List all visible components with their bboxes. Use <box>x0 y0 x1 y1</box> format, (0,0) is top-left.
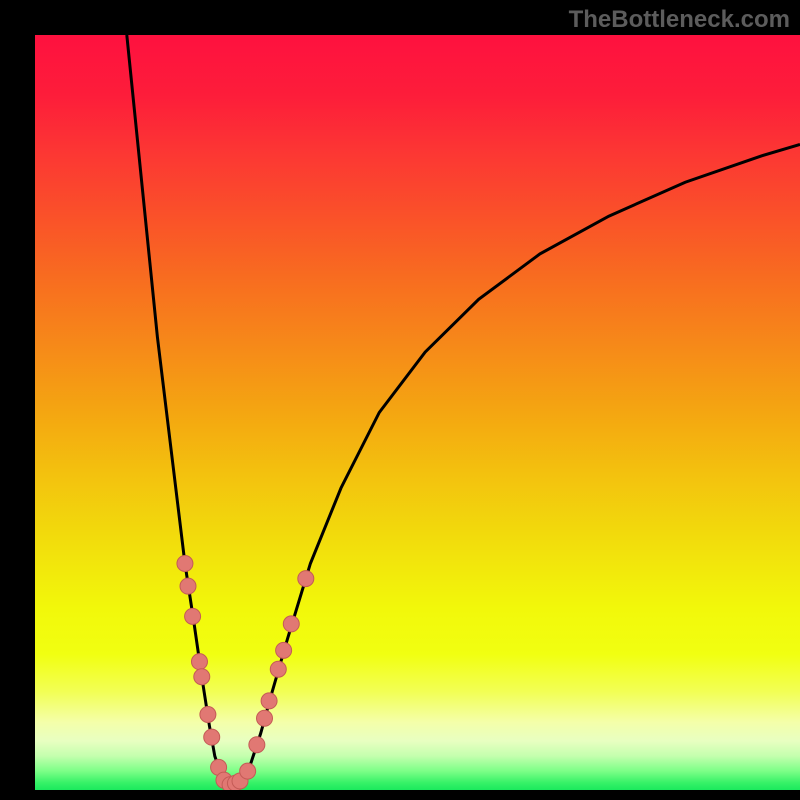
data-marker <box>257 710 273 726</box>
attribution-label: TheBottleneck.com <box>569 6 790 34</box>
data-marker <box>185 608 201 624</box>
data-marker <box>180 578 196 594</box>
data-marker <box>240 763 256 779</box>
data-marker <box>204 729 220 745</box>
data-marker <box>283 616 299 632</box>
plot-svg <box>35 35 800 790</box>
data-marker <box>276 642 292 658</box>
data-marker <box>200 707 216 723</box>
data-marker <box>270 661 286 677</box>
data-marker <box>191 654 207 670</box>
data-marker <box>249 737 265 753</box>
data-marker <box>194 669 210 685</box>
plot-background <box>35 35 800 790</box>
data-marker <box>261 693 277 709</box>
data-marker <box>298 571 314 587</box>
data-marker <box>177 556 193 572</box>
chart-container: TheBottleneck.com <box>0 0 800 800</box>
